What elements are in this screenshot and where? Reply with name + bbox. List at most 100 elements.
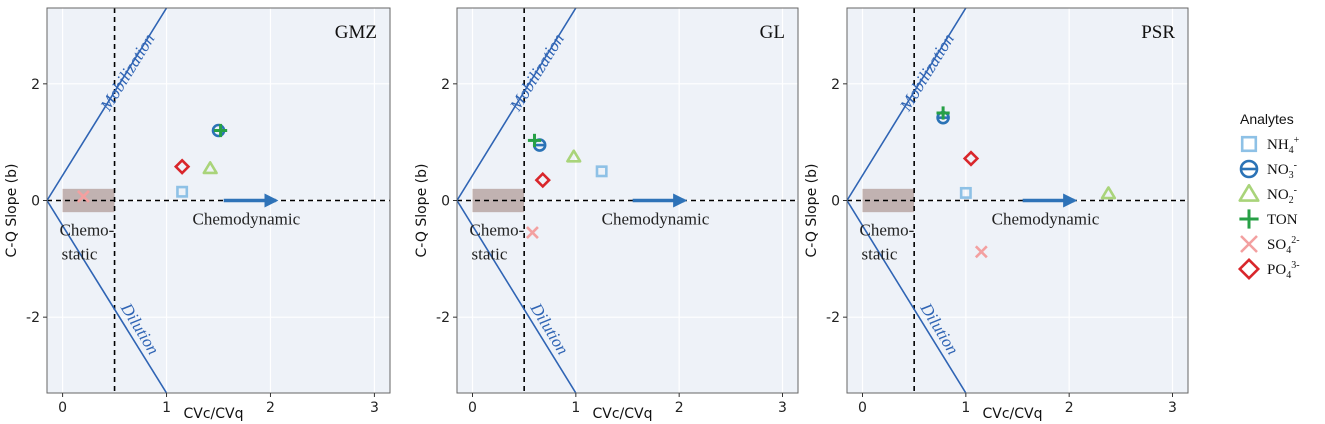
panel-gmz-boundary-lines [47, 8, 168, 393]
legend-marker-nh4 [1240, 135, 1258, 153]
panel-gmz-xtick-label: 0 [58, 400, 67, 416]
panel-gl-ytick-label: 2 [441, 77, 450, 93]
panel-gmz-mobilization-line [47, 8, 168, 201]
legend-label-base: NH [1267, 137, 1289, 153]
legend-item-ton: TON [1239, 209, 1298, 229]
panel-psr-x-axis-label: CVc/CVq [982, 406, 1042, 422]
panel-gl-chemodynamic-label: Chemodynamic [602, 210, 710, 229]
legend-label-sup: - [1294, 160, 1297, 171]
panel-psr-y-axis-label: C-Q Slope (b) [804, 164, 820, 258]
panel-psr-ytick-label: 0 [831, 194, 840, 210]
panel-gmz-xtick-label: 1 [162, 400, 171, 416]
legend-label-so4: SO42- [1267, 235, 1300, 256]
panel-gl-points [526, 133, 608, 240]
legend-marker-so4 [1240, 235, 1258, 253]
panel-gl-point-so4-b [526, 226, 539, 240]
legend-label-ton: TON [1267, 212, 1298, 228]
legend-item-no3: NO3- [1239, 159, 1297, 181]
legend-marker-no3 [1239, 159, 1259, 179]
panel-psr-points [936, 106, 1117, 259]
panel-gmz-point-ton [213, 123, 228, 138]
panel-gmz-x-axis-label: CVc/CVq [183, 406, 243, 422]
panel-gmz-y-axis-label: C-Q Slope (b) [4, 164, 20, 258]
panel-gl-xtick-label: 3 [778, 400, 787, 416]
panel-gl-dilution-line [457, 200, 577, 393]
panel-gl: MobilizationDilutionChemo-staticChemodyn… [414, 7, 799, 422]
legend-label-base: TON [1267, 212, 1298, 228]
panel-gmz-chemodynamic-label: Chemodynamic [193, 210, 301, 229]
panel-gl-point-ton [527, 133, 542, 148]
panel-psr-chemo-label: Chemo- [860, 221, 915, 240]
panel-gl-y-axis-label: C-Q Slope (b) [414, 164, 430, 258]
panel-gl-x-axis-label: CVc/CVq [592, 406, 652, 422]
panel-gl-point-so4 [526, 226, 539, 240]
panel-gl-ytick-label: 0 [441, 194, 450, 210]
panel-psr-xtick-label: 2 [1065, 400, 1074, 416]
panel-gmz-static-label: static [62, 245, 98, 264]
panel-gmz-point-po4 [173, 158, 191, 175]
panel-gl-mobilization-line [457, 8, 577, 201]
panel-psr-xtick-label: 0 [858, 400, 867, 416]
legend-label-sub: 2 [1289, 195, 1294, 206]
panel-gl-xtick-label: 2 [675, 400, 684, 416]
legend-label-no2: NO2- [1267, 185, 1297, 206]
panel-psr-point-so4 [974, 245, 988, 259]
panel-gmz-xtick-label: 3 [370, 400, 379, 416]
panel-psr-mobilization-line [847, 8, 967, 201]
panel-psr-xtick-label: 1 [961, 400, 970, 416]
legend-item-no2: NO2- [1238, 183, 1297, 206]
panel-gmz-dilution-line [47, 200, 168, 393]
panel-gmz-ytick-label: 0 [31, 194, 40, 210]
legend-label-sub: 4 [1286, 245, 1291, 256]
panel-psr-title: PSR [1141, 22, 1175, 43]
legend-label-po4: PO43- [1267, 260, 1300, 281]
panel-gl-static-label: static [472, 245, 508, 264]
panel-gmz-title: GMZ [335, 22, 377, 43]
panel-psr-chemodynamic-label: Chemodynamic [992, 210, 1100, 229]
panel-gmz-chemo-label: Chemo- [60, 221, 115, 240]
panel-psr: MobilizationDilutionChemo-staticChemodyn… [804, 7, 1189, 422]
panel-psr-xtick-label: 3 [1168, 400, 1177, 416]
legend-label-base: NO [1267, 187, 1289, 203]
legend-item-po4: PO43- [1237, 257, 1300, 281]
panel-gmz-ytick-label: -2 [26, 310, 40, 326]
panel-gl-xtick-label: 1 [571, 400, 580, 416]
panel-gl-title: GL [760, 22, 785, 43]
legend-label-sub: 3 [1289, 170, 1294, 181]
panel-gl-chemo-label: Chemo- [470, 221, 525, 240]
panel-psr-point-ton [936, 106, 950, 120]
legend-label-nh4: NH4+ [1267, 135, 1300, 156]
legend-label-base: PO [1267, 262, 1286, 278]
panel-gmz-point-nh4 [176, 185, 189, 198]
panel-gmz-points [76, 123, 228, 203]
panel-psr-boundary-lines [847, 8, 967, 393]
panel-gl-xtick-label: 0 [468, 400, 477, 416]
panel-psr-point-nh4 [959, 186, 972, 199]
legend-label-sup: 2- [1291, 235, 1299, 246]
legend-label-sup: + [1294, 135, 1300, 146]
panel-gmz-xtick-label: 2 [266, 400, 275, 416]
legend-label-sub: 4 [1286, 270, 1291, 281]
panel-psr-static-label: static [862, 245, 898, 264]
panel-gl-point-no2 [566, 149, 582, 163]
legend-label-sub: 4 [1289, 145, 1294, 156]
panel-psr-dilution-line [847, 200, 967, 393]
panel-gmz: MobilizationDilutionChemo-staticChemodyn… [4, 7, 391, 422]
panel-psr-chemostatic-box [862, 188, 915, 213]
legend-label-base: SO [1267, 237, 1286, 253]
panel-psr-point-so4-b [974, 245, 988, 259]
panel-psr-point-po4 [962, 150, 980, 167]
panel-gmz-ytick-label: 2 [31, 77, 40, 93]
legend-marker-po4 [1237, 257, 1261, 281]
legend-marker-no2 [1238, 183, 1260, 202]
legend-label-sup: 3- [1291, 260, 1299, 271]
legend-label-no3: NO3- [1267, 160, 1297, 181]
panel-psr-ytick-label: 2 [831, 77, 840, 93]
legend-label-sup: - [1294, 185, 1297, 196]
panel-gl-point-nh4 [595, 165, 608, 178]
legend-marker-ton [1239, 209, 1259, 229]
panel-gl-chemostatic-box [472, 188, 525, 213]
panel-gmz-point-so4-b [76, 189, 90, 203]
